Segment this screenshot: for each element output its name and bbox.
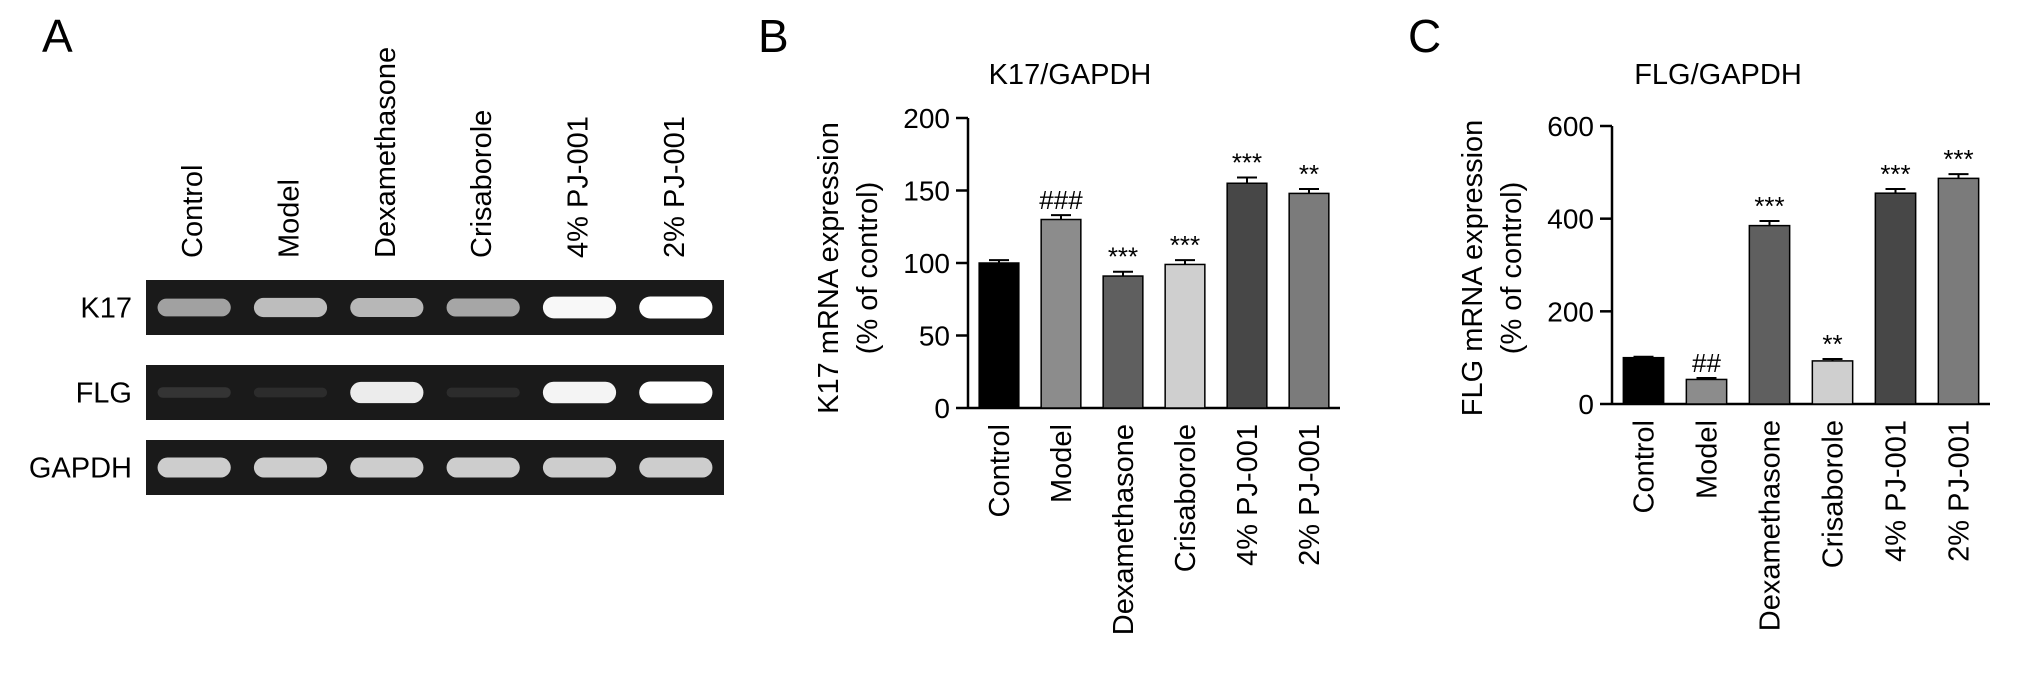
- panel-a-gel: A Control Model Dexamethasone Crisaborole 4%…: [29, 10, 724, 495]
- y-tick-label: 600: [1547, 111, 1594, 142]
- gel-band: [350, 298, 424, 317]
- gel-row-label: GAPDH: [29, 453, 132, 485]
- x-tick-label: 4% PJ-001: [1881, 420, 1913, 562]
- bar: [1288, 192, 1330, 409]
- bar: [1040, 218, 1082, 409]
- bar: [1102, 275, 1144, 409]
- lane-labels: Control Model Dexamethasone Crisaborole 4% P…: [177, 47, 691, 258]
- x-tick-label: Dexamethasone: [1755, 420, 1787, 631]
- gel-band: [542, 381, 617, 404]
- gel-band: [157, 298, 231, 317]
- x-tick-label: 4% PJ-001: [1232, 424, 1264, 566]
- significance-label: ***: [1754, 191, 1784, 221]
- gel-band: [350, 457, 424, 478]
- y-tick-label: 100: [903, 248, 950, 279]
- chart-c-title: FLG/GAPDH: [1634, 59, 1802, 91]
- lane-label: 4% PJ-001: [563, 116, 595, 258]
- chart-b-ylabel-line2: (% of control): [852, 182, 884, 354]
- significance-label: ***: [1170, 230, 1200, 260]
- lane-label: Crisaborole: [466, 110, 498, 258]
- chart-c-ylabel-line1: FLG mRNA expression: [1457, 120, 1489, 417]
- panel-a-label: A: [42, 10, 73, 62]
- gel-strip: [146, 365, 724, 420]
- significance-label: ***: [1943, 144, 1973, 174]
- gel-strip: [146, 440, 724, 495]
- panel-c-label: C: [1408, 10, 1441, 62]
- lane-label: Dexamethasone: [370, 47, 402, 258]
- panel-b-label: B: [758, 10, 789, 62]
- gel-band: [446, 298, 520, 317]
- gel-band: [446, 387, 520, 398]
- gel-band: [639, 296, 713, 319]
- bar: [1685, 378, 1728, 405]
- chart-b-ylabel-line1: K17 mRNA expression: [813, 122, 845, 414]
- y-tick-label: 150: [903, 176, 950, 207]
- chart-c-ylabel-line2: (% of control): [1496, 182, 1528, 354]
- gel-band: [542, 296, 617, 319]
- gel-band: [639, 381, 713, 404]
- gel-band: [446, 457, 520, 478]
- gel-strip: [146, 280, 724, 335]
- chart-c-plot: 0 200 400 600 Control ## Model *** Dexamethasone…: [1547, 111, 1990, 631]
- bar: [1874, 192, 1917, 405]
- gel-band: [639, 457, 713, 478]
- x-tick-label: Control: [984, 424, 1016, 518]
- x-tick-label: Control: [1629, 420, 1661, 514]
- y-tick-label: 400: [1547, 204, 1594, 235]
- chart-b-plot: 0 50 100 150 200 Control ### Model *** Dexamethas…: [903, 103, 1340, 635]
- gel-band: [542, 457, 617, 478]
- x-tick-label: Crisaborole: [1818, 420, 1850, 568]
- significance-label: **: [1822, 329, 1842, 359]
- bar: [1622, 356, 1665, 405]
- panel-b-chart: B K17/GAPDH K17 mRNA expression (% of co…: [758, 10, 1340, 635]
- x-tick-label: Model: [1046, 424, 1078, 503]
- significance-label: **: [1299, 159, 1319, 189]
- gel-band: [253, 387, 328, 398]
- gel-band: [157, 457, 231, 478]
- lane-label: Control: [177, 165, 209, 259]
- y-tick-label: 0: [934, 393, 950, 424]
- y-tick-label: 0: [1578, 389, 1594, 420]
- x-tick-label: 2% PJ-001: [1294, 424, 1326, 566]
- chart-b-title: K17/GAPDH: [989, 59, 1152, 91]
- bar: [1748, 224, 1791, 405]
- significance-label: ###: [1039, 185, 1083, 215]
- bar: [1937, 177, 1980, 405]
- x-tick-label: 2% PJ-001: [1944, 420, 1976, 562]
- x-tick-label: Dexamethasone: [1108, 424, 1140, 635]
- gel-row-label: FLG: [76, 378, 132, 410]
- y-tick-label: 200: [1547, 296, 1594, 327]
- gel-band: [253, 297, 328, 318]
- bar: [1811, 360, 1854, 405]
- significance-label: ***: [1880, 159, 1910, 189]
- significance-label: ##: [1692, 348, 1721, 378]
- significance-label: ***: [1108, 242, 1138, 272]
- significance-label: ***: [1232, 147, 1262, 177]
- gel-band: [157, 387, 231, 398]
- bar: [1226, 182, 1268, 409]
- gel-band: [350, 381, 424, 404]
- gel-rows: K17 FLG GAPDH: [29, 280, 724, 495]
- x-tick-label: Model: [1692, 420, 1724, 499]
- y-tick-label: 200: [903, 103, 950, 134]
- bar: [1164, 263, 1206, 409]
- gel-row-label: K17: [80, 293, 132, 325]
- x-tick-label: Crisaborole: [1170, 424, 1202, 572]
- y-tick-label: 50: [919, 321, 950, 352]
- bar: [978, 262, 1020, 409]
- panel-c-chart: C FLG/GAPDH FLG mRNA expression (% of co…: [1408, 10, 1990, 631]
- lane-label: Model: [274, 179, 306, 258]
- lane-label: 2% PJ-001: [659, 116, 691, 258]
- gel-band: [253, 457, 328, 478]
